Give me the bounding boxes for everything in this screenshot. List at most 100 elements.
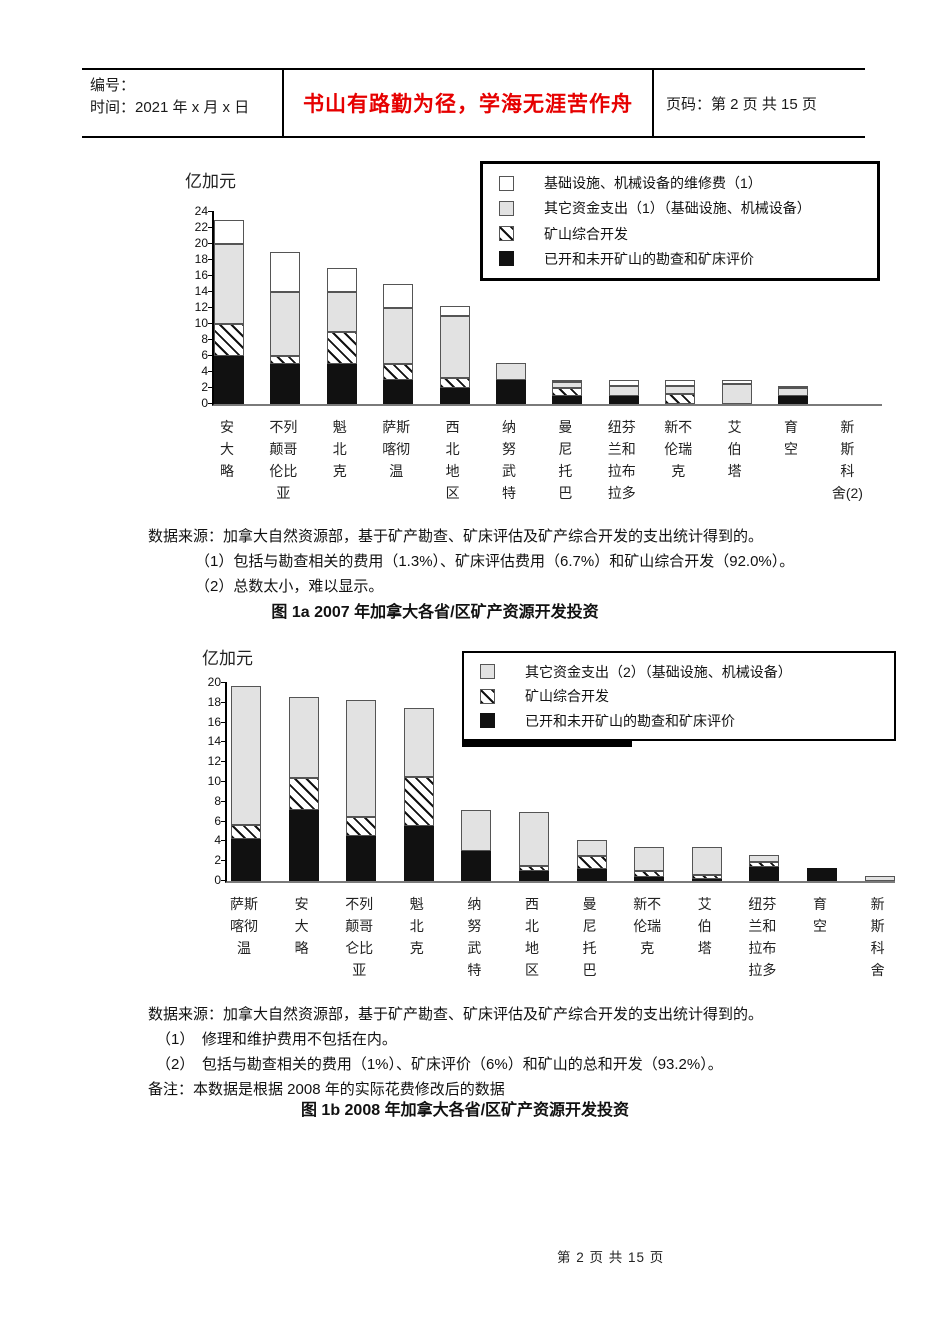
footer-page-number: 第 2 页 共 15 页 [557,1250,665,1265]
bar-segment-black [496,380,526,404]
bar-segment-hatch [270,356,301,364]
x-category-label: 育空 [813,896,827,934]
y-tick-label: 18 [194,252,208,266]
y-tick-label: 0 [201,396,208,410]
x-category-label: 不列 颠哥 伦比亚 [269,419,298,501]
y-axis-unit-label: 亿加元 [202,649,253,668]
bar-segment-black [519,871,549,881]
bar-segment-gray [326,292,357,332]
y-tick-label: 14 [207,734,221,749]
legend-label: 已开和未开矿山的勘查和矿床评价 [544,250,754,267]
legend-item: 矿山综合开发 [499,224,871,244]
note-line: 备注：本数据是根据 2008 年的实际花费修改后的数据 [148,1081,505,1098]
bar-segment-hatch [383,364,414,380]
x-category-label: 安大略 [294,896,309,956]
legend-swatch-hatch-icon [499,226,514,242]
bar-segment-black [749,867,780,881]
bar-segment-black [552,396,583,404]
note-line: （2） 包括与勘查相关的费用（1%）、矿床评价（6%）和矿山的总和开发（93.2… [156,1056,723,1073]
header-table: 编号： 时间：2021 年 x 月 x 日 书山有路勤为径，学海无涯苦作舟 页码… [82,68,865,138]
header-cell-page: 页码：第 2 页 共 15 页 [652,70,865,136]
plot-area: 0 2 4 6 8 10 12 14 16 18 20 22 24 [195,204,882,410]
legend-swatch-hatch-icon [480,688,495,704]
legend-swatch-white-icon [499,175,514,191]
bar-segment-gray [576,840,607,857]
note-line: 数据来源：加拿大自然资源部，基于矿产勘查、矿床评估及矿产综合开发的支出统计得到的… [148,1006,764,1023]
x-category-label: 安大略 [220,419,234,479]
y-tick-mark [208,291,214,292]
x-category-label: 新不 伦瑞克 [633,896,662,956]
y-tick-label: 6 [201,348,208,362]
y-tick-mark [208,259,214,260]
doc-date-label: 时间：2021 年 x 月 x 日 [90,99,250,116]
bar-segment-black [807,868,837,881]
bar-segment-hatch [691,875,722,879]
y-tick-label: 12 [194,300,208,314]
legend-label: 其它资金支出（2）（基础设施、机械设备） [525,663,792,680]
y-tick-label: 18 [207,694,221,709]
y-axis-unit-label: 亿加元 [185,172,236,191]
y-tick-label: 22 [194,220,208,234]
x-category-label: 新斯科舍 [870,896,885,978]
bar-segment-white [665,380,696,386]
note-line: 数据来源：加拿大自然资源部，基于矿产勘查、矿床评估及矿产综合开发的支出统计得到的… [148,528,764,545]
bar-segment-hatch [326,332,357,364]
y-tick-label: 20 [207,675,221,689]
legend-item: 已开和未开矿山的勘查和矿床评价 [480,711,888,731]
bar-segment-hatch [576,856,607,870]
y-tick-mark [221,701,227,703]
x-category-label: 纽芬 兰和 拉布 拉多 [607,419,636,501]
note-line: （2）总数太小，难以显示。 [195,578,384,595]
bar-segment-black [403,825,434,881]
y-tick-mark [221,682,227,683]
y-tick-label: 0 [214,873,221,887]
header-motto: 书山有路勤为径，学海无涯苦作舟 [303,93,633,116]
bar-segment-white [608,380,639,387]
x-category-label: 新不 伦瑞克 [664,419,693,479]
legend-swatch-gray-icon [499,200,514,216]
y-tick-label: 10 [194,316,208,330]
bar-segment-gray [749,855,780,863]
bar-segment-gray [634,847,665,872]
x-category-label: 魁北克 [409,896,424,956]
bar-segment-black [634,877,665,881]
y-tick-label: 12 [207,754,221,769]
bar-segment-white [721,380,752,384]
y-tick-label: 2 [214,853,221,868]
x-category-label: 纽芬 兰和 拉布 拉多 [748,896,777,978]
bar-segment-hatch [346,816,377,837]
y-tick-mark [208,371,214,372]
y-tick-label: 20 [194,236,208,250]
legend-swatch-black-icon [499,251,514,267]
y-tick-mark [208,323,214,324]
y-tick-label: 10 [207,774,221,788]
bar-segment-hatch [214,324,244,356]
legend-label: 已开和未开矿山的勘查和矿床评价 [525,712,735,729]
legend-box: 其它资金支出（2）（基础设施、机械设备） 矿山综合开发 已开和未开矿山的勘查和矿床评… [462,651,896,747]
bar-segment-gray [403,707,434,777]
x-category-label: 曼尼托巴 [582,896,597,978]
bar-segment-black [231,839,261,881]
bar-segment-gray [439,316,470,379]
legend-item: 基础设施、机械设备的维修费（1） [499,173,871,193]
x-category-label: 不列 颠哥 仑比亚 [345,896,374,978]
y-tick-mark [208,275,214,276]
bar-segment-gray [346,699,377,817]
note-line: （1） 修理和维护费用不包括在内。 [156,1031,397,1048]
chart-1b: 亿加元 0 2 4 6 8 10 12 14 16 18 20 萨斯 喀彻温 安大略 不列 颠哥 仑比亚 魁北克 纳努… [180,640,920,1010]
legend-label: 矿山综合开发 [544,225,628,242]
bar-segment-black [214,356,244,404]
legend-box: 基础设施、机械设备的维修费（1） 其它资金支出（1）（基础设施、机械设备） 矿山综合… [480,161,880,281]
plot-area: 0 2 4 6 8 10 12 14 16 18 20 [208,675,895,887]
y-tick-label: 24 [194,204,208,218]
bar-segment-black [383,380,414,404]
bar-segment-gray [608,386,639,396]
legend-label: 基础设施、机械设备的维修费（1） [544,175,762,192]
bar-segment-gray [721,384,752,404]
y-tick-mark [221,721,227,723]
bar-segment-black [288,809,319,881]
x-category-label: 魁北克 [332,419,347,479]
bar-segment-gray [383,308,414,364]
legend-label: 其它资金支出（1）（基础设施、机械设备） [544,200,811,217]
